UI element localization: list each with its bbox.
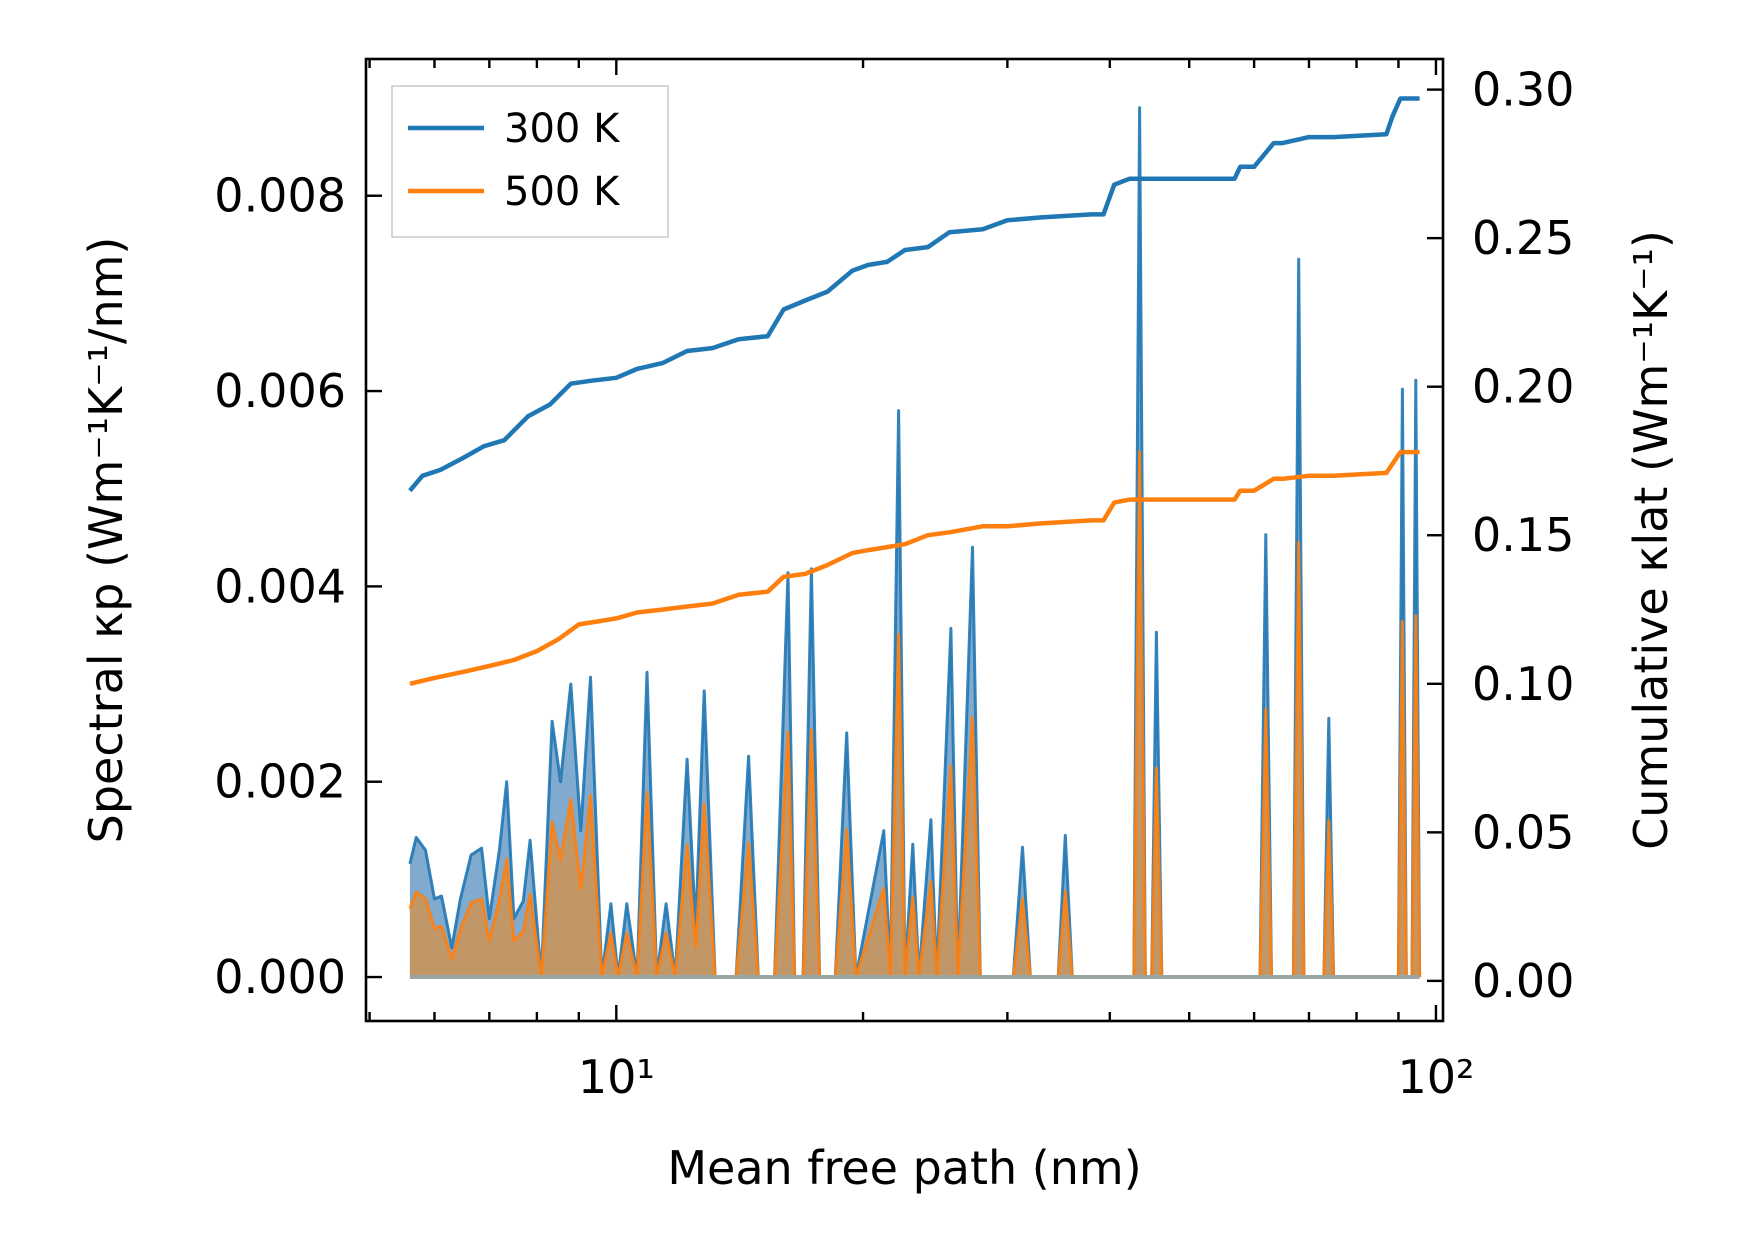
plot-frame: [364, 57, 1445, 1023]
y-right-tick-label: 0.05: [1472, 805, 1574, 859]
cumulative-300k-line: [408, 96, 1420, 493]
y-right-tick-label: 0.30: [1472, 63, 1574, 117]
y-left-tick-label: 0.004: [214, 559, 346, 613]
y-left-tick-label: 0.000: [214, 950, 346, 1004]
x-tick-label: 10²: [1397, 1050, 1474, 1104]
legend: 300 K 500 K: [391, 85, 669, 238]
legend-box: [391, 85, 669, 238]
y-left-tick-label: 0.008: [214, 169, 346, 223]
y-axis-title-left: Spectral κp (Wm⁻¹K⁻¹/nm): [79, 237, 133, 844]
y-right-tick-label: 0.25: [1472, 211, 1574, 265]
x-tick-label: 10¹: [578, 1050, 655, 1104]
x-axis-title: Mean free path (nm): [667, 1141, 1141, 1195]
y-left-tick-label: 0.006: [214, 364, 346, 418]
cumulative-500k-line: [409, 449, 1420, 686]
legend-label-300k: 300 K: [504, 106, 621, 152]
y-right-tick-label: 0.20: [1472, 360, 1574, 414]
spectral-500k-area: [409, 451, 1420, 978]
ticks-layer: 0.000 0.002 0.004 0.006 0.008 0.00 0.05 0.10 0.1…: [214, 59, 1574, 1104]
series-layer: [408, 96, 1422, 980]
y-left-tick-label: 0.002: [214, 755, 346, 809]
legend-label-500k: 500 K: [504, 169, 621, 215]
y-right-tick-label: 0.15: [1472, 508, 1574, 562]
y-axis-title-right: Cumulative κlat (Wm⁻¹K⁻¹): [1624, 230, 1678, 850]
y-right-tick-label: 0.10: [1472, 657, 1574, 711]
y-right-tick-label: 0.00: [1472, 954, 1574, 1008]
